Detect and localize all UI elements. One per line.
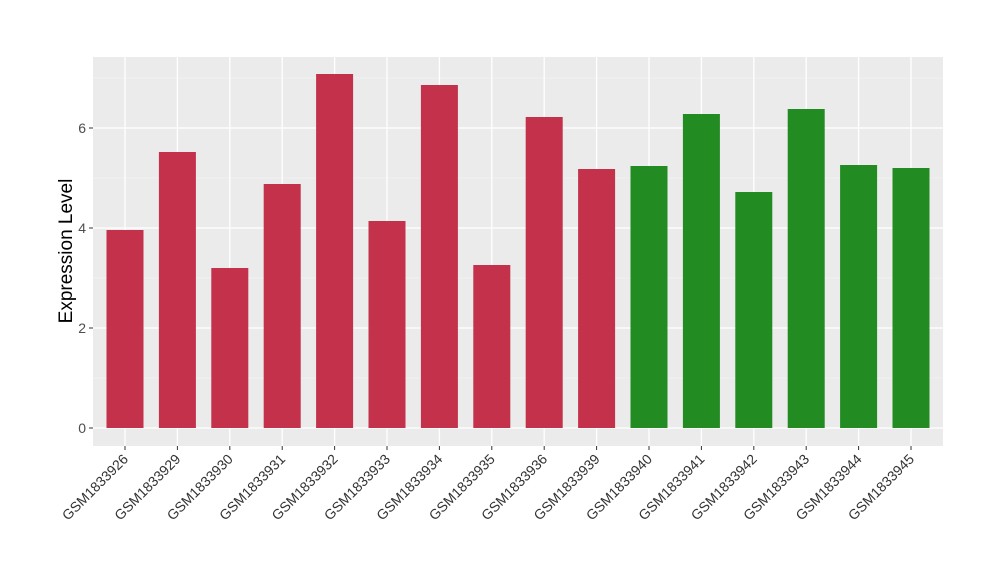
y-tick-label: 0 xyxy=(78,420,86,436)
bar-GSM1833941 xyxy=(682,114,720,428)
bar-GSM1833942 xyxy=(735,192,773,428)
bar-GSM1833943 xyxy=(787,109,825,428)
y-tick-label: 4 xyxy=(78,220,86,236)
y-tick-label: 6 xyxy=(78,120,86,136)
bar-GSM1833936 xyxy=(525,117,563,428)
bar-GSM1833934 xyxy=(420,85,458,428)
bar-GSM1833932 xyxy=(316,74,354,428)
bar-GSM1833940 xyxy=(630,166,668,428)
bar-GSM1833930 xyxy=(211,268,249,428)
bar-GSM1833939 xyxy=(578,169,616,428)
bar-GSM1833944 xyxy=(840,165,878,428)
y-tick-label: 2 xyxy=(78,320,86,336)
bar-GSM1833945 xyxy=(892,168,930,428)
bar-GSM1833931 xyxy=(263,184,301,428)
y-axis-label: Expression Level xyxy=(56,179,77,324)
bar-GSM1833933 xyxy=(368,221,406,428)
x-axis: GSM1833926GSM1833929GSM1833930GSM1833931… xyxy=(59,446,917,523)
bars xyxy=(106,74,930,428)
y-axis: 0 2 4 6 xyxy=(78,120,93,436)
bar-GSM1833926 xyxy=(106,230,144,428)
bar-GSM1833929 xyxy=(158,152,196,428)
bar-GSM1833935 xyxy=(473,265,511,428)
